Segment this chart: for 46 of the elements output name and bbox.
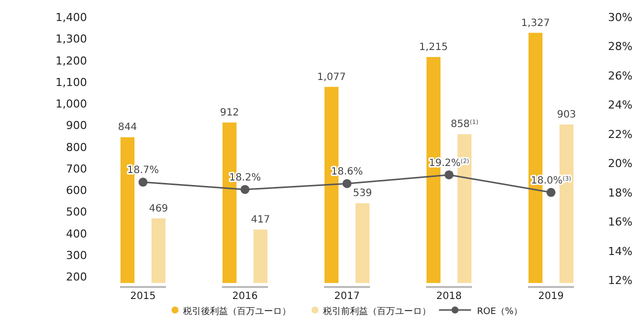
y-tick-label: 400 <box>66 227 87 240</box>
y2-tick-label: 30% <box>608 11 632 24</box>
data-label: 469 <box>148 203 168 214</box>
y2-tick-label: 18% <box>608 186 632 200</box>
data-label: 539 <box>352 188 372 200</box>
x-tick-label: 2016 <box>232 291 258 302</box>
y-tick-label: 700 <box>66 162 87 176</box>
y-tick-label: 1,100 <box>56 76 87 89</box>
y-tick-label: 1,000 <box>56 98 87 111</box>
data-label: 417 <box>250 214 270 226</box>
y2-tick-label: 22% <box>608 128 632 141</box>
x-tick-label: 2015 <box>130 291 156 302</box>
y2-tick-label: 12% <box>608 274 632 288</box>
y2-tick-label: 16% <box>608 216 632 229</box>
legend-label: 税引後利益（百万ユーロ） <box>183 306 291 317</box>
y2-tick-label: 26% <box>608 69 632 82</box>
y-tick-label: 300 <box>66 248 87 262</box>
y2-tick-label: 20% <box>608 157 632 170</box>
y-tick-label: 200 <box>66 270 87 284</box>
y-tick-label: 500 <box>66 206 87 219</box>
y-tick-label: 900 <box>66 119 87 132</box>
y2-tick-label: 28% <box>608 40 632 54</box>
x-tick-label: 2019 <box>538 291 564 302</box>
legend-label: 税引前利益（百万ユーロ） <box>323 306 431 317</box>
y-tick-label: 800 <box>66 140 87 154</box>
y-tick-label: 1,200 <box>56 54 87 68</box>
point <box>240 184 250 194</box>
y-tick-label: 1,300 <box>56 32 87 46</box>
data-label: 1,077 <box>317 72 346 83</box>
data-label: 844 <box>118 122 138 134</box>
data-label: 1,327 <box>521 18 550 29</box>
data-label: 858$^{(1)}$ <box>450 118 478 130</box>
point <box>138 178 148 187</box>
y-tick-label: 600 <box>66 184 87 198</box>
legend-label: ROE（%） <box>477 307 523 317</box>
data-label: 903 <box>556 109 576 120</box>
y-tick-label: 1,400 <box>56 11 87 24</box>
data-label: 1,215 <box>419 42 448 54</box>
data-label: 912 <box>220 108 240 119</box>
point <box>342 179 352 188</box>
point <box>546 188 556 197</box>
x-tick-label: 2017 <box>334 291 360 302</box>
point <box>444 170 454 180</box>
y2-tick-label: 14% <box>608 244 632 258</box>
y2-tick-label: 24% <box>608 98 632 112</box>
x-tick-label: 2018 <box>436 291 462 302</box>
